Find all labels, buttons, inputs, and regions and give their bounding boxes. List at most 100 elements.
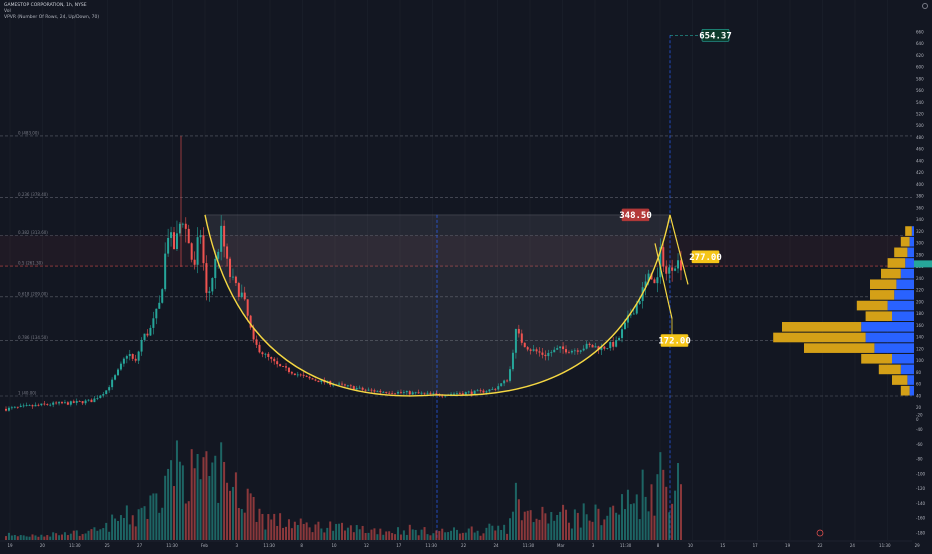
candle-body bbox=[252, 327, 255, 340]
volume-bar bbox=[19, 535, 22, 540]
candle-body bbox=[662, 247, 665, 267]
y-axis-tick-label: 300 bbox=[916, 241, 924, 246]
volume-bar bbox=[662, 469, 665, 540]
volume-bar bbox=[240, 509, 243, 540]
candle-body bbox=[16, 406, 19, 408]
volume-bar bbox=[231, 486, 234, 540]
candle-body bbox=[96, 397, 99, 399]
x-axis-tick-label: 11:30 bbox=[263, 543, 275, 548]
candle-body bbox=[444, 395, 447, 397]
y-axis-tick-label: 120 bbox=[916, 346, 924, 351]
candle-body bbox=[349, 385, 352, 387]
candle-body bbox=[638, 301, 641, 305]
vpvr-indicator-label[interactable]: VPVR (Number Of Rows, 24, Up/Down, 70) bbox=[4, 15, 100, 20]
candle-body bbox=[417, 392, 420, 394]
volume-bar bbox=[382, 534, 385, 540]
candle-body bbox=[432, 393, 435, 395]
candle-body bbox=[644, 281, 647, 288]
candle-body bbox=[31, 405, 34, 407]
candle-body bbox=[397, 391, 400, 394]
candle-body bbox=[420, 392, 423, 394]
volume-bar bbox=[420, 529, 423, 540]
volume-bar bbox=[665, 486, 668, 540]
candle-body bbox=[656, 277, 659, 284]
volume-indicator-label[interactable]: Vol bbox=[4, 9, 11, 14]
candle-body bbox=[199, 235, 202, 238]
candle-body bbox=[615, 340, 618, 347]
candle-body bbox=[220, 225, 223, 252]
price-annotation-tag[interactable] bbox=[701, 29, 730, 42]
candle-body bbox=[184, 223, 187, 229]
candle-body bbox=[223, 225, 226, 247]
volume-bar bbox=[423, 527, 426, 540]
price-annotation-tag[interactable] bbox=[621, 208, 650, 222]
candle-body bbox=[170, 232, 173, 238]
volume-bar bbox=[249, 493, 252, 540]
candle-body bbox=[550, 352, 553, 354]
volume-bar bbox=[562, 504, 565, 540]
volume-bar bbox=[246, 488, 249, 540]
candle-body bbox=[582, 348, 585, 351]
volume-bar bbox=[237, 508, 240, 540]
candle-body bbox=[279, 364, 282, 367]
candle-body bbox=[63, 402, 66, 404]
volume-bar bbox=[626, 489, 629, 540]
candle-body bbox=[128, 354, 131, 357]
volume-bar bbox=[335, 523, 338, 540]
candle-body bbox=[623, 322, 626, 330]
volume-bar bbox=[399, 534, 402, 540]
candle-body bbox=[562, 346, 565, 350]
candle-body bbox=[488, 389, 491, 392]
volume-bar bbox=[226, 482, 229, 540]
volume-bar bbox=[426, 534, 429, 540]
candle-body bbox=[299, 374, 302, 376]
volume-bar bbox=[78, 535, 81, 540]
volume-bar bbox=[506, 533, 509, 540]
volume-bar bbox=[108, 531, 111, 540]
price-annotation-tag[interactable] bbox=[691, 250, 720, 264]
fib-level-label: 0.5 (261.30) bbox=[18, 261, 43, 266]
volume-bar bbox=[376, 534, 379, 540]
candle-body bbox=[526, 347, 529, 350]
candle-body bbox=[674, 268, 677, 271]
candle-body bbox=[140, 339, 143, 352]
last-price-marker[interactable] bbox=[914, 260, 932, 268]
price-annotation-tag[interactable] bbox=[660, 334, 689, 347]
alert-icon[interactable] bbox=[816, 529, 824, 537]
volume-bar bbox=[444, 532, 447, 540]
candle-body bbox=[559, 346, 562, 349]
settings-icon[interactable] bbox=[922, 3, 928, 9]
volume-bar bbox=[122, 518, 125, 540]
candle-body bbox=[565, 349, 568, 353]
volume-bar bbox=[355, 525, 358, 540]
symbol-title[interactable]: GAMESTOP CORPORATION, 1h, NYSE bbox=[4, 3, 87, 8]
candle-body bbox=[476, 390, 479, 392]
volume-bar bbox=[187, 501, 190, 540]
x-axis-tick-label: 11:30 bbox=[425, 543, 437, 548]
volume-bar bbox=[49, 536, 52, 540]
candle-body bbox=[81, 401, 84, 404]
candle-body bbox=[282, 366, 285, 367]
y-axis-tick-label: 140 bbox=[916, 335, 924, 340]
candle-body bbox=[28, 405, 31, 406]
candle-body bbox=[264, 353, 267, 355]
volume-bar bbox=[538, 519, 541, 540]
candle-body bbox=[105, 390, 108, 395]
y-axis-tick-label: 280 bbox=[916, 252, 924, 257]
volume-bar bbox=[509, 518, 512, 540]
x-axis-tick-label: 8 bbox=[300, 543, 303, 548]
candle-body bbox=[270, 356, 273, 359]
candle-body bbox=[388, 392, 391, 394]
volume-bar bbox=[134, 526, 137, 540]
candle-body bbox=[175, 233, 178, 250]
candle-body bbox=[467, 391, 470, 393]
volume-profile-down bbox=[881, 268, 901, 279]
candle-body bbox=[10, 407, 13, 409]
volume-bar bbox=[196, 453, 199, 540]
y-axis-tick-label: -40 bbox=[916, 427, 923, 432]
volume-bar bbox=[149, 495, 152, 540]
candle-body bbox=[358, 387, 361, 389]
candle-body bbox=[553, 349, 556, 353]
